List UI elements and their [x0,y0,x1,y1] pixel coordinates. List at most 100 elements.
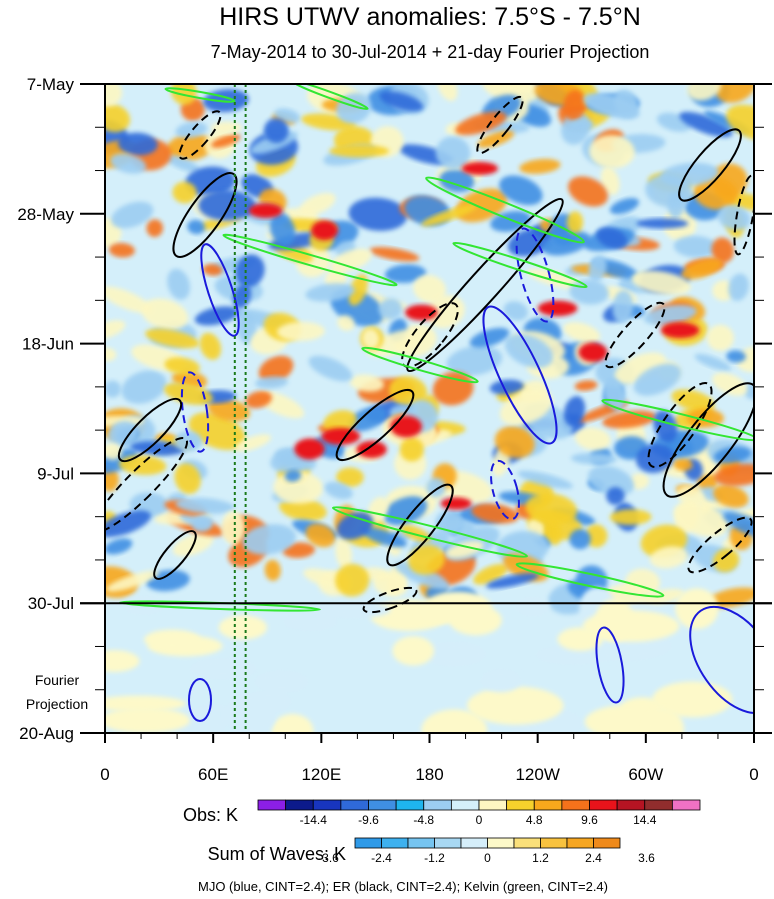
x-tick-label: 0 [749,765,758,784]
anomaly-blob [399,437,424,462]
anomaly-blob [673,235,718,258]
anomaly-blob [421,204,477,227]
colorbar-label: 1.2 [532,851,549,865]
anomaly-blob [671,389,715,412]
projection-blob [480,669,522,693]
mjo-contour [200,243,240,337]
colorbar-swatch [478,799,508,811]
anomaly-blob [348,274,368,306]
anomaly-blob [744,383,754,400]
anomaly-blob [294,438,325,460]
projection-label-line2: Projection [26,696,88,712]
kelvin-contour [425,176,585,244]
colorbar-label: -1.2 [424,851,445,865]
y-tick-label: 28-May [17,205,74,224]
kelvin-contour [331,506,529,558]
anomaly-blob [166,133,214,161]
anomaly-blob [207,398,251,422]
colorbar-swatch [540,837,568,849]
anomaly-blob [175,497,235,514]
anomaly-blob [367,496,389,524]
x-tick-label: 60W [628,765,663,784]
anomaly-blob [461,161,499,175]
anomaly-blob [384,264,427,283]
y-tick-label: 18-Jun [22,335,74,354]
colorbar-swatch [671,799,701,811]
colorbar-waves-title: Sum of Waves: K [208,844,346,864]
anomaly-blob [106,570,159,592]
colorbar-label: 9.6 [581,813,598,827]
projection-blob [422,641,486,667]
projection-blob [271,713,314,733]
anomaly-blob [723,512,754,538]
anomaly-blob [118,132,158,156]
mjo-contour [689,605,754,715]
anomaly-blob [378,298,403,320]
anomaly-blob [567,119,594,133]
anomaly-blob [273,471,324,504]
anomaly-blob [494,426,535,459]
anomaly-blob [583,93,640,120]
anomaly-blob [504,334,554,369]
anomaly-blob [660,322,700,339]
anomaly-blob [258,355,294,383]
anomaly-blob [269,213,296,246]
anomaly-blob [585,524,608,548]
anomaly-blob [248,203,283,218]
colorbar-label: -14.4 [300,813,328,827]
projection-blob [582,610,680,642]
anomaly-blob [105,466,119,492]
anomaly-blob [202,263,223,276]
projection-blob [675,588,719,630]
anomaly-blob [108,243,135,258]
colorbar-obs-title: Obs: K [183,805,238,825]
projection-blob [105,707,191,733]
kelvin-contour [515,562,665,598]
anomaly-blob [693,176,738,210]
anomaly-blob [649,546,688,569]
anomaly-blob [603,378,626,411]
anomaly-blob [717,205,751,231]
anomaly-blob [389,375,428,407]
anomaly-blob [235,254,265,288]
projection-blob [189,658,257,680]
er-contour [476,95,524,155]
x-tick-label: 180 [415,765,443,784]
mjo-contour [180,371,210,453]
anomaly-blob [299,192,336,216]
anomaly-blob [324,481,353,500]
kelvin-contour [164,87,236,103]
anomaly-blob [712,548,740,573]
anomaly-blob [221,510,245,545]
colorbar-label: -9.6 [358,813,379,827]
anomaly-blob [105,320,126,341]
kelvin-contour [291,84,369,110]
anomaly-blob [349,374,384,392]
anomaly-blob [629,473,650,490]
y-tick-label: 30-Jul [28,594,74,613]
anomaly-blob [105,510,151,538]
anomaly-blob [335,536,352,570]
anomaly-blob [588,255,607,283]
anomaly-blob [174,430,203,452]
anomaly-blob [105,103,131,133]
anomaly-blob [609,198,639,215]
colorbar-waves: -3.6 -2.4 -1.2 0 1.2 2.4 3.6 [318,837,655,865]
projection-blob [105,695,186,712]
anomaly-blob [360,527,407,548]
anomaly-blob [390,415,423,438]
anomaly-blob [519,158,561,174]
x-tick-label: 120W [515,765,559,784]
anomaly-blob [323,410,357,434]
anomaly-blob [110,153,147,174]
anomaly-blob [145,328,200,349]
anomaly-blob [437,84,458,101]
anomaly-blob [566,211,584,234]
colorbar-swatch [533,799,563,811]
er-contour [406,197,564,373]
kelvin-contour [361,346,479,384]
anomaly-blob [284,469,302,482]
anomaly-blob [105,443,123,460]
x-axis: 0 60E 120E 180 120W 60W 0 [100,733,759,784]
mjo-contour [595,626,625,704]
